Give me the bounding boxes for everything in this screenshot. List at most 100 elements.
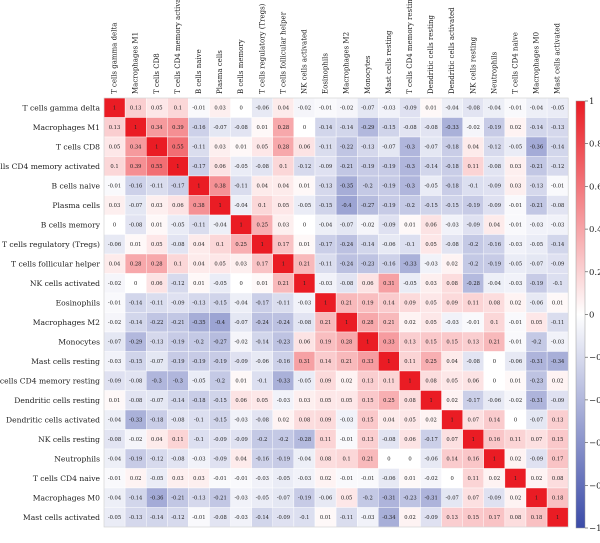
row-label: Monocytes [58,337,100,346]
cell-value-label: 1 [197,184,200,190]
cell-value-label: -0.05 [235,164,248,170]
cell-value-label: -0.11 [277,301,290,307]
cell-value-label: -0.03 [530,223,543,229]
cell-value-label: -0.08 [256,418,269,424]
cell-value-label: 0.01 [235,379,247,385]
cell-value-label: 0 [134,281,137,287]
cell-value-label: -0.24 [340,242,354,248]
cell-value-label: -0.07 [150,359,163,365]
color-bar-tick-label: −0.8 [589,481,600,491]
cell-value-label: 0.07 [468,418,480,424]
cell-value-label: 0.08 [425,379,437,385]
cell-value-label: -0.18 [446,184,459,190]
cell-value-label: -0.2 [363,184,373,190]
cell-value-label: 0.02 [130,476,142,482]
cell-value-label: -0.05 [192,379,205,385]
cell-value-label: -0.14 [424,164,438,170]
cell-value-label: 1 [113,106,116,112]
cell-value-label: 0.16 [489,437,501,443]
cell-value-label: 0.05 [151,242,163,248]
cell-value-label: -0.17 [171,184,184,190]
cell-value-label: 0.02 [510,457,522,463]
cell-value-label: -0.05 [509,145,522,151]
cell-value-label: 0.05 [425,320,437,326]
cell-value-label: -0.19 [192,359,205,365]
cell-value-label: -0.19 [467,203,480,209]
cell-value-label: 1 [282,262,285,268]
cell-value-label: -0.3 [152,379,162,385]
cell-value-label: 0.1 [258,203,266,209]
cell-value-label: -0.03 [361,515,374,521]
cell-value-label: 0.1 [110,164,118,170]
cell-value-label: 0.1 [279,164,287,170]
cell-value-label: 0.25 [425,359,437,365]
cell-value-label: -0.11 [150,301,163,307]
cell-value-label: -0.33 [277,379,290,385]
cell-value-label: 0.01 [235,145,247,151]
cell-value-label: 0.1 [216,242,224,248]
cell-value-label: -0.03 [256,476,269,482]
cell-value-label: 0.21 [278,281,290,287]
cell-value-label: 0.18 [531,515,543,521]
cell-value-label: 0.01 [130,242,142,248]
cell-value-label: -0.13 [129,515,142,521]
cell-value-label: -0.08 [171,242,184,248]
cell-value-label: -0.22 [150,320,163,326]
column-label: Dendritic cells activated [448,7,456,94]
column-label: T cells CD4 naive [512,32,520,94]
cell-value-label: 0.17 [278,242,290,248]
color-legend: 1 0.8 0.6 0.4 0.2 0 −0.2 −0.4 −0.6 −0.8 −1 [575,97,600,534]
row-label: B cells memory [41,220,101,229]
cell-value-label: 0.05 [257,398,269,404]
column-label: Macrophages M0 [533,32,541,94]
cell-value-label: -0.19 [171,359,184,365]
cell-value-label: -0.28 [298,437,311,443]
cell-value-label: -0.1 [257,379,267,385]
cell-value-label: -0.13 [192,301,205,307]
cell-value-label: -0.2 [405,203,415,209]
cell-value-label: -0.09 [424,515,437,521]
cell-value-label: -0.23 [403,496,416,502]
cell-value-label: -0.33 [446,125,459,131]
cell-value-label: 0.03 [510,184,522,190]
cell-value-label: 0.11 [468,301,480,307]
cell-value-label: -0.16 [488,242,501,248]
cell-value-label: 0.21 [299,262,311,268]
cell-value-label: -0.22 [340,145,353,151]
column-label: Plasma cells [216,50,224,94]
cell-value-label: 0.09 [446,301,458,307]
cell-value-label: -0.08 [129,379,142,385]
column-label: Mast cells activated [554,22,562,94]
cell-value-label: -0.09 [551,398,564,404]
cell-value-label: 0.02 [510,125,522,131]
cell-value-label: -0.09 [235,437,248,443]
column-label: NK cells activated [301,29,309,94]
column-label: T cells follicular helper [279,11,287,94]
cell-value-label: -0.11 [319,262,332,268]
cell-value-label: -0.06 [530,301,543,307]
cell-value-label: -0.19 [488,125,501,131]
cell-value-label: -0.08 [403,125,416,131]
cell-value-label: -0.31 [424,496,437,502]
cell-value-label: -0.09 [530,457,543,463]
row-label: Dendritic cells resting [14,396,100,405]
cell-value-label: -0.03 [108,359,121,365]
cell-value-label: -0.01 [340,476,353,482]
cell-value-label: -0.1 [405,242,415,248]
column-label: B cells naive [195,49,203,94]
cell-value-label: 1 [324,301,327,307]
cell-value-label: -0.2 [257,437,267,443]
cell-value-label: -0.04 [108,418,122,424]
cell-value-label: -0.07 [361,106,374,112]
cell-value-label: -0.07 [213,125,226,131]
cell-value-label: -0.05 [403,281,416,287]
row-label: Macrophages M2 [33,318,100,327]
cell-value-label: -0.14 [129,301,143,307]
cell-value-label: -0.06 [509,359,522,365]
cell-value-label: -0.31 [530,359,543,365]
cell-value-label: 0.09 [320,379,332,385]
cell-value-label: -0.13 [192,496,205,502]
cell-value-label: -0.01 [509,223,522,229]
cell-value-label: 0.03 [425,281,437,287]
cell-value-label: -0.03 [235,515,248,521]
